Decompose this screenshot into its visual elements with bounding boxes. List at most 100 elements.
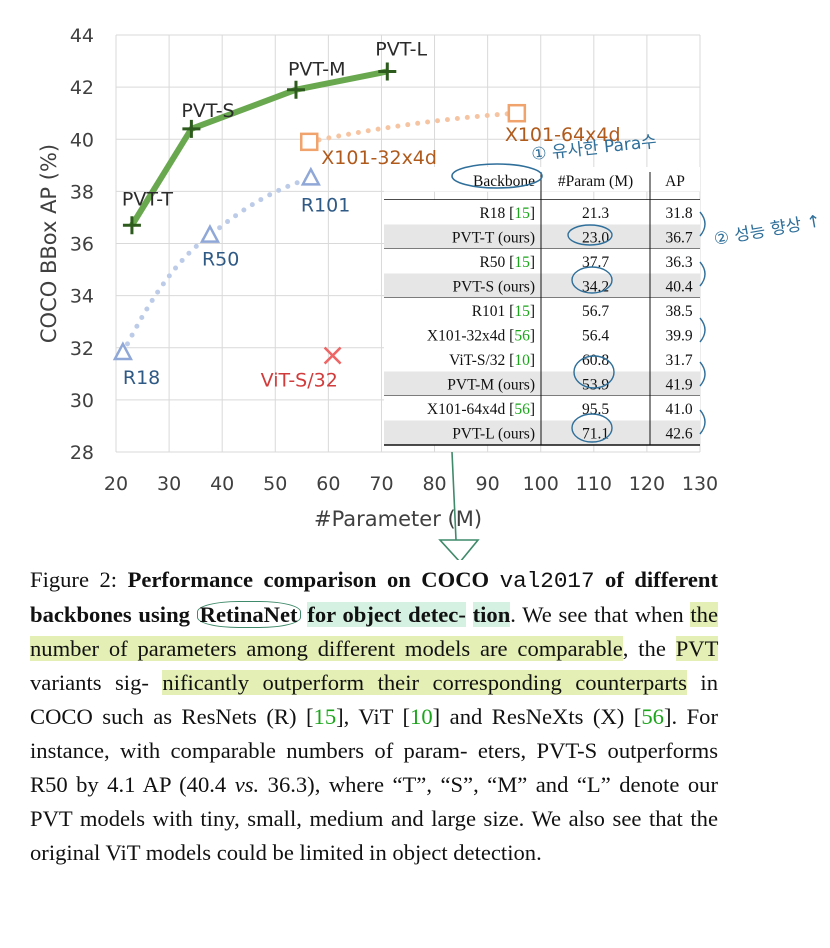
backbone-name: ViT-S/32 [ [449,352,514,369]
y-tick-label: 42 [70,77,94,99]
table-cell-backbone: R18 [15] [479,205,535,222]
table-cell-param: 56.7 [582,303,609,320]
table-row [384,396,700,421]
table-cell-param: 60.8 [582,352,609,369]
table-cite[interactable]: 15 [514,303,530,320]
caption-title-2: of different backbones using [30,567,718,627]
table-cell-ap: 42.6 [665,426,692,443]
caption-title-1: Performance comparison on COCO [127,567,490,592]
marker-pvt-m [286,80,305,99]
table-row [384,322,700,347]
series-line-pvt [129,68,388,227]
marker-r101 [300,166,321,186]
ink-bracket-4 [699,361,706,387]
y-tick-label: 38 [70,181,94,203]
marker-x101-64x4d [507,103,527,123]
table-cell-backbone: ViT-S/32 [10] [449,352,535,369]
table-cite[interactable]: 56 [514,328,530,345]
table-cell-backbone: PVT-M (ours) [447,377,535,394]
table-cell-backbone: X101-32x4d [56] [427,328,535,345]
caption-title-3: for object detec- [307,602,466,627]
table-cite[interactable]: 15 [514,205,530,222]
table-cell-param: 53.9 [582,377,609,394]
caption-s3: variants sig- [30,670,149,695]
caption-s2: , the [622,636,666,661]
table-cell-param: 71.1 [582,426,609,443]
ink-bracket-2 [699,261,706,287]
caption-hl3: nificantly outperform their correspondin… [162,670,687,695]
backbone-name: R18 [ [479,205,514,222]
point-label: R18 [123,367,160,389]
table-cite[interactable]: 10 [514,352,530,369]
caption-title-retinanet: RetinaNet [196,601,301,628]
point-label: PVT-L [375,38,427,60]
ink-circle-53 [573,355,615,389]
series-line-resnext [306,110,520,145]
table-row-shaded [384,371,700,396]
x-tick-label: 80 [422,473,446,495]
table-cell-param: 37.7 [582,254,609,271]
backbone-name: X101-32x4d [ [427,328,514,345]
ink-bracket-1 [699,211,706,237]
point-label: ViT-S/32 [261,370,338,392]
point-label: R101 [301,194,350,216]
x-tick-label: 30 [157,473,181,495]
series-line-resnet [120,175,314,356]
table-cell-ap: 41.9 [665,377,692,394]
table-row [384,249,700,274]
table-header-param: #Param (M) [558,173,633,190]
table-cell-param: 21.3 [582,205,609,222]
backbone-name: R101 [ [472,303,515,320]
table-row [384,347,700,372]
marker-pvt-l [378,62,397,81]
x-tick-label: 100 [523,473,559,495]
table-cell-param: 56.4 [582,328,609,345]
table-row [384,298,700,323]
x-tick-label: 20 [104,473,128,495]
table-cell-ap: 36.3 [665,254,692,271]
table-cell-backbone: X101-64x4d [56] [427,401,535,418]
table-header-ap: AP [665,173,685,190]
cite-bracket: ] [530,254,535,271]
table-cell-ap: 36.7 [665,230,692,247]
cite-bracket: ] [530,303,535,320]
y-tick-label: 32 [70,338,94,360]
ink-arrow [438,451,480,560]
marker-r18 [112,341,133,361]
table-cell-ap: 38.5 [665,303,692,320]
y-tick-label: 40 [70,129,94,151]
cite-15[interactable]: 15 [313,704,337,729]
table-cite[interactable]: 56 [514,401,530,418]
point-label: PVT-T [122,188,173,210]
x-tick-label: 90 [476,473,500,495]
caption-hl2: PVT [675,636,718,661]
y-axis-label: COCO BBox AP (%) [37,144,61,343]
y-tick-label: 36 [70,234,94,256]
series-layer: PVT-T PVT-S PVT-M PVT-L R18 R50 R101 X101-32x4d… [112,38,621,392]
table-row-shaded [384,420,700,445]
point-label: R50 [202,249,239,271]
y-tick-label: 30 [70,390,94,412]
figure-chart: 20 30 40 50 60 70 80 90 100 110 120 130 28 30 32 34 36 38… [37,25,822,560]
table-cell-param: 23.0 [582,230,609,247]
cite-bracket: ] [530,352,535,369]
point-label: PVT-S [181,100,234,122]
axes: 20 30 40 50 60 70 80 90 100 110 120 130 28 30 32 34 36 38… [37,25,718,531]
ink-bracket-5 [699,409,706,435]
caption-s1: . We see that when [510,602,684,627]
table-row [384,200,700,225]
marker-r50 [199,224,221,243]
caption-s7: ]. For instance, with comparable numbers… [30,704,719,797]
table-cite[interactable]: 15 [514,254,530,271]
x-tick-label: 70 [369,473,393,495]
ink-note-2: ② 성능 향상 ↑ [712,211,822,249]
caption-vs: vs. [234,772,260,797]
cite-10[interactable]: 10 [410,704,433,729]
x-tick-label: 50 [263,473,287,495]
cite-56[interactable]: 56 [641,704,664,729]
marker-pvt-t [122,216,141,235]
figure-label: Figure 2: [30,567,118,592]
table-row-shaded [384,273,700,298]
y-tick-label: 44 [70,25,94,47]
